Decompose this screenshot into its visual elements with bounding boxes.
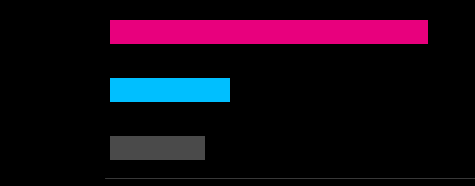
Bar (110, 136, 205, 160)
Bar (110, 20, 428, 44)
Bar (110, 78, 230, 102)
